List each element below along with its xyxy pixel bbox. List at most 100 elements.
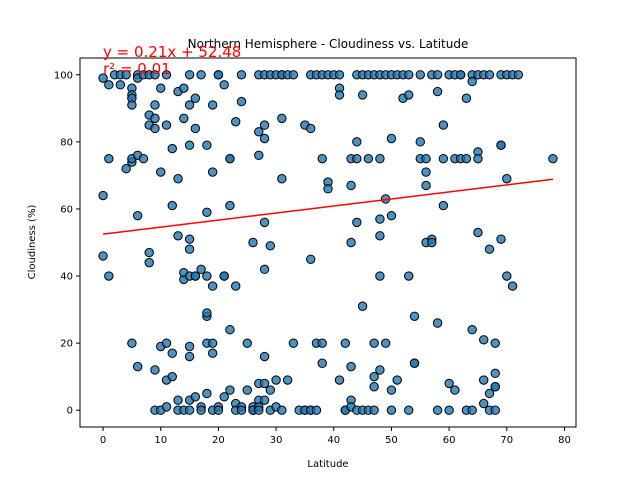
- data-point: [236, 405, 247, 415]
- data-point: [156, 83, 166, 93]
- data-point: [386, 133, 397, 144]
- data-point: [231, 117, 241, 127]
- data-point: [334, 90, 345, 100]
- data-point: [184, 234, 195, 244]
- data-point: [98, 251, 108, 261]
- x-tick-label: 20: [212, 435, 225, 446]
- data-point: [161, 120, 172, 130]
- data-point: [184, 100, 195, 110]
- data-point: [479, 398, 489, 409]
- data-point: [479, 335, 489, 345]
- data-point: [219, 271, 229, 281]
- data-point: [184, 244, 195, 254]
- data-point: [306, 123, 316, 134]
- data-point: [173, 231, 183, 241]
- data-point: [288, 338, 299, 348]
- data-point: [190, 271, 201, 281]
- data-point: [173, 174, 183, 184]
- data-point: [236, 96, 247, 107]
- data-point: [150, 113, 160, 124]
- y-axis-ticks: 0 20 40 60 80 100: [54, 70, 80, 417]
- data-point: [254, 150, 264, 160]
- data-point: [432, 70, 443, 80]
- x-axis-ticks: 0 10 20 30 40 50 60 70 80: [100, 427, 571, 446]
- data-point: [375, 214, 385, 224]
- x-tick-label: 10: [154, 435, 167, 446]
- data-point: [225, 325, 235, 335]
- data-point: [409, 311, 420, 321]
- x-tick-label: 0: [100, 435, 106, 446]
- data-point: [427, 237, 437, 248]
- data-point: [467, 325, 477, 335]
- data-point: [450, 385, 460, 395]
- data-point: [340, 338, 350, 348]
- data-point: [259, 133, 270, 144]
- data-point: [484, 388, 495, 399]
- data-point: [150, 100, 160, 110]
- data-point: [167, 371, 177, 382]
- data-point: [415, 70, 425, 80]
- data-point: [259, 395, 270, 405]
- plot-frame: [79, 57, 577, 428]
- data-point: [190, 93, 201, 103]
- data-point: [248, 237, 258, 248]
- data-point: [438, 153, 449, 164]
- data-point: [363, 153, 374, 164]
- data-point: [207, 281, 218, 291]
- data-point: [334, 70, 345, 80]
- data-point: [207, 348, 218, 358]
- y-tick-label: 100: [54, 70, 73, 81]
- data-point: [502, 271, 512, 281]
- data-point: [196, 264, 206, 275]
- data-point: [484, 70, 495, 80]
- data-point: [404, 90, 414, 100]
- data-point: [369, 382, 379, 392]
- data-point: [179, 83, 189, 93]
- y-axis-label: Cloudiness (%): [27, 205, 38, 280]
- data-point: [213, 405, 224, 415]
- data-point: [167, 200, 177, 211]
- data-point: [156, 167, 166, 177]
- data-point: [444, 405, 454, 415]
- data-point: [484, 244, 495, 254]
- data-point: [404, 70, 414, 80]
- data-point: [98, 190, 108, 201]
- data-point: [150, 365, 160, 375]
- x-tick-label: 50: [385, 435, 398, 446]
- data-point: [225, 385, 235, 395]
- data-point: [173, 395, 183, 405]
- y-tick-label: 80: [60, 137, 73, 148]
- data-point: [409, 358, 420, 368]
- data-point: [202, 140, 212, 150]
- data-point: [386, 405, 397, 415]
- data-point: [438, 120, 449, 130]
- data-point: [490, 405, 500, 415]
- data-point: [369, 338, 379, 348]
- data-point: [121, 164, 131, 174]
- data-point: [282, 375, 293, 385]
- data-point: [104, 80, 114, 90]
- data-point: [346, 237, 356, 248]
- regression-layer: [102, 178, 554, 235]
- data-point: [271, 375, 281, 385]
- data-point: [265, 241, 276, 251]
- data-point: [184, 405, 195, 415]
- data-point: [432, 318, 443, 328]
- data-point: [127, 338, 137, 348]
- data-point: [386, 210, 397, 221]
- data-point: [259, 120, 270, 130]
- data-point: [357, 301, 368, 311]
- data-point: [490, 382, 500, 392]
- y-tick-label: 40: [60, 272, 73, 283]
- data-point: [219, 392, 229, 402]
- data-point: [352, 153, 362, 164]
- data-point: [432, 86, 443, 97]
- data-point: [375, 153, 385, 164]
- data-point: [259, 378, 270, 389]
- data-point: [132, 361, 143, 372]
- data-point: [231, 281, 241, 291]
- data-point: [202, 308, 212, 318]
- data-point: [455, 70, 466, 80]
- data-point: [375, 231, 385, 241]
- data-point: [138, 153, 149, 164]
